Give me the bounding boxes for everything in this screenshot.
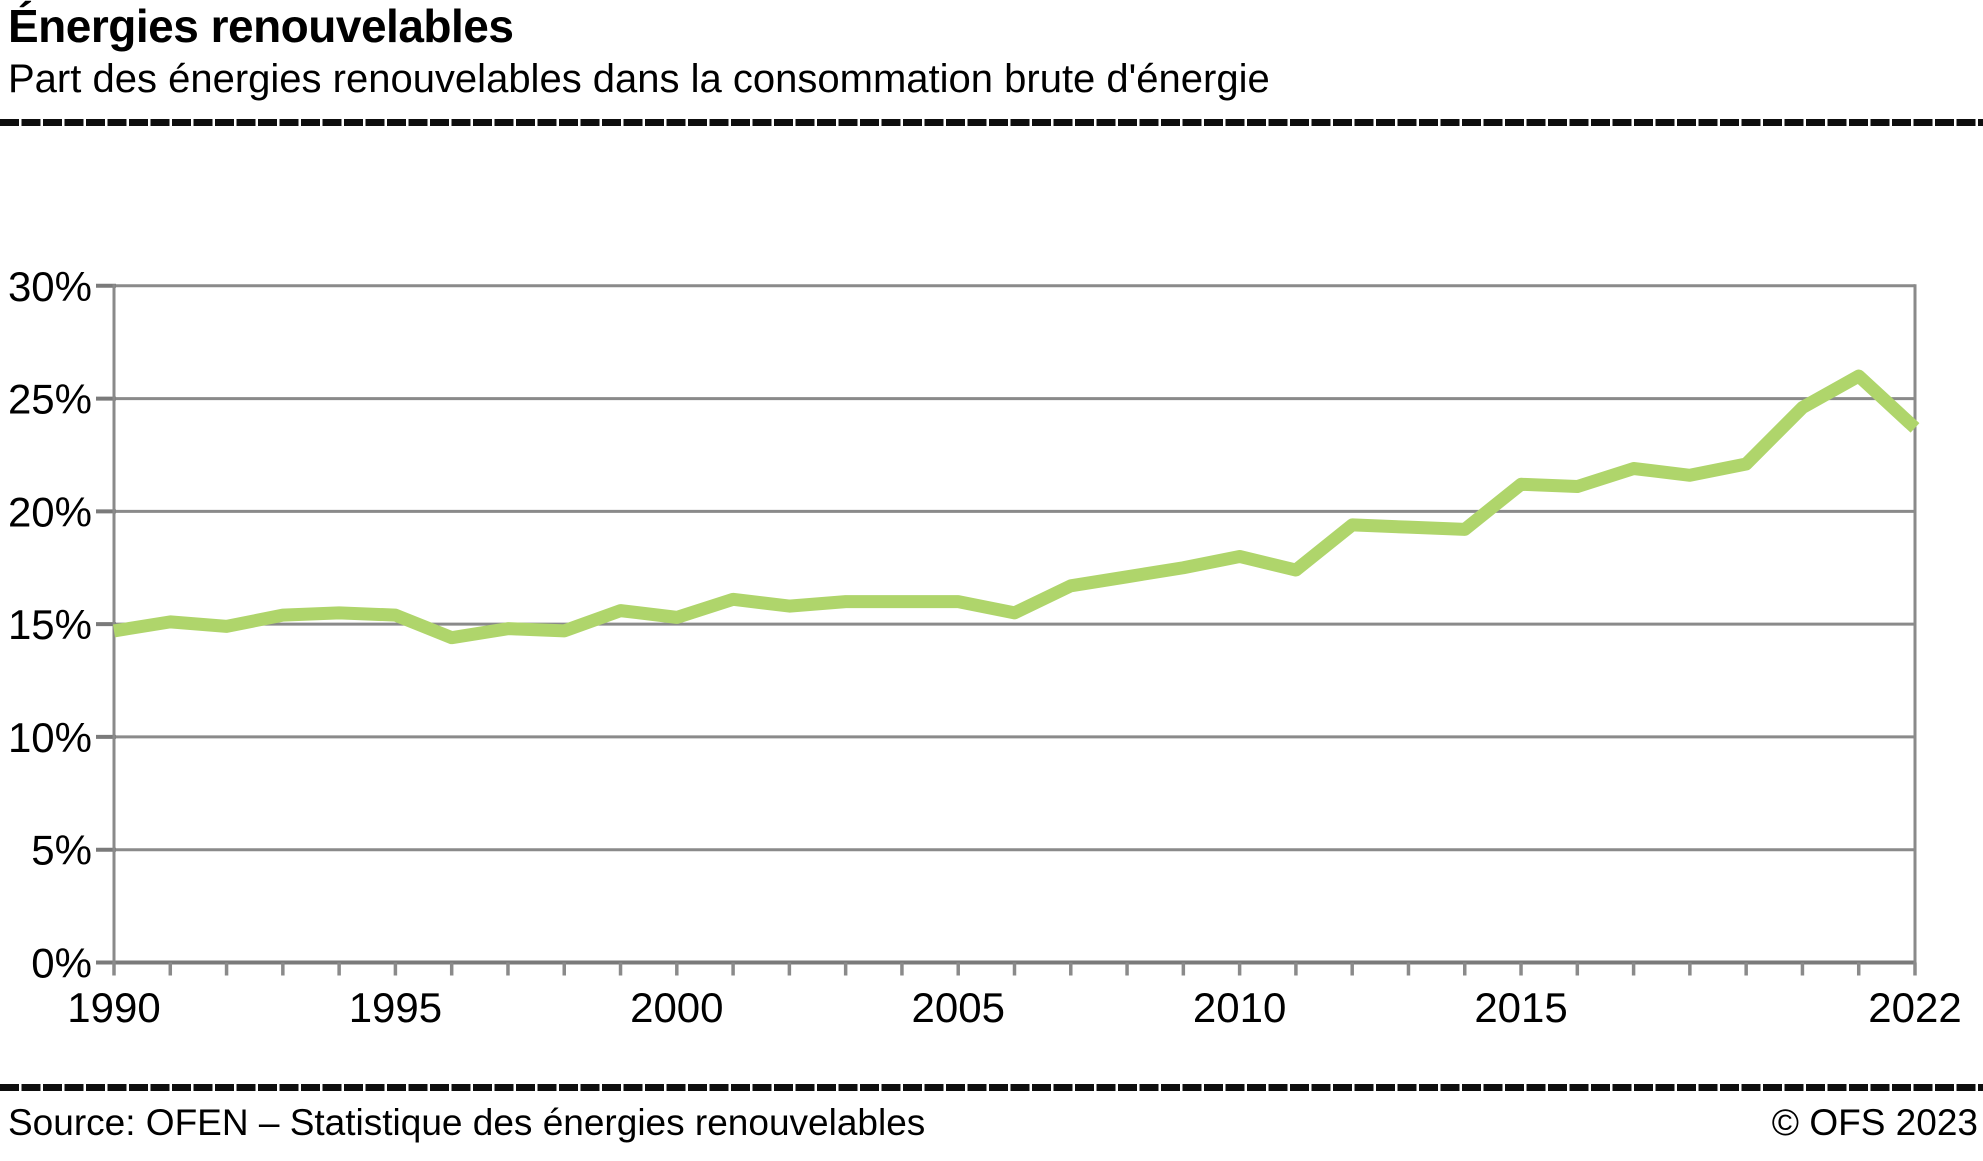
svg-text:10%: 10% — [8, 714, 92, 761]
svg-text:1990: 1990 — [67, 984, 160, 1031]
page-subtitle: Part des énergies renouvelables dans la … — [8, 56, 1270, 101]
svg-text:30%: 30% — [8, 263, 92, 310]
source-note: Source: OFEN – Statistique des énergies … — [8, 1102, 926, 1143]
svg-text:25%: 25% — [8, 376, 92, 423]
bottom-divider-rule — [0, 1084, 1983, 1091]
top-divider-rule — [0, 119, 1983, 126]
svg-text:2000: 2000 — [630, 984, 723, 1031]
chart-header: Énergies renouvelables Part des énergies… — [8, 0, 1270, 102]
svg-text:2022: 2022 — [1868, 984, 1961, 1031]
svg-text:2010: 2010 — [1193, 984, 1286, 1031]
svg-text:2015: 2015 — [1474, 984, 1567, 1031]
svg-text:0%: 0% — [31, 940, 92, 987]
copyright-note: © OFS 2023 — [1771, 1102, 1978, 1143]
svg-text:20%: 20% — [8, 488, 92, 535]
svg-text:5%: 5% — [31, 827, 92, 874]
svg-text:15%: 15% — [8, 601, 92, 648]
svg-text:1995: 1995 — [349, 984, 442, 1031]
svg-text:2005: 2005 — [912, 984, 1005, 1031]
page-title: Énergies renouvelables — [8, 0, 514, 52]
